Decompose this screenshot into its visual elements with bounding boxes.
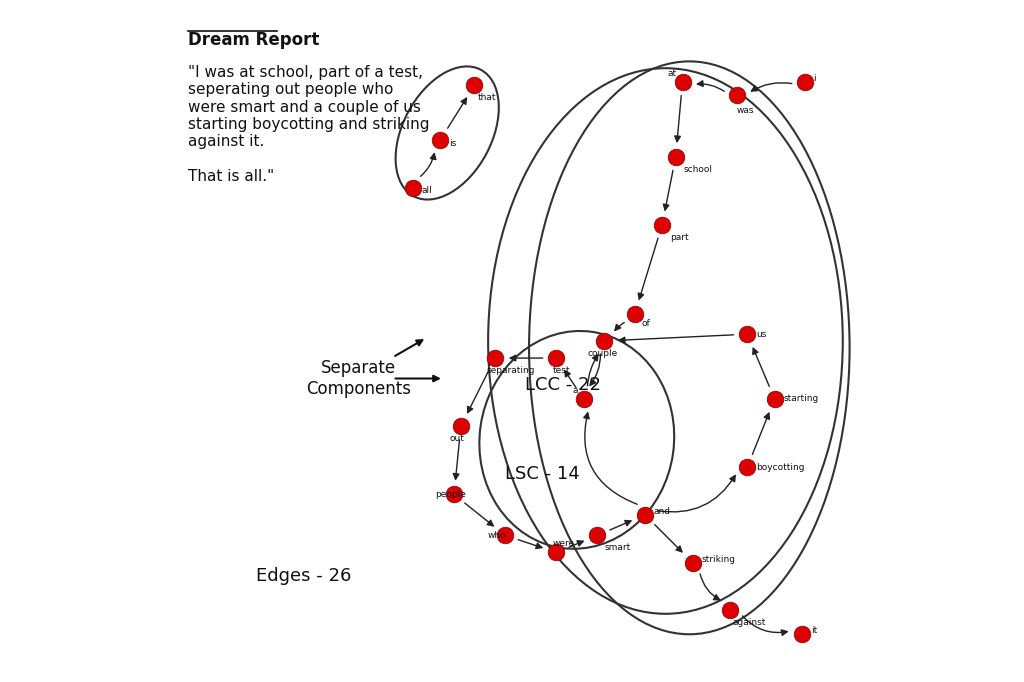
FancyArrowPatch shape bbox=[518, 539, 542, 548]
Text: "I was at school, part of a test,
seperating out people who
were smart and a cou: "I was at school, part of a test, sepera… bbox=[188, 65, 429, 184]
Text: out: out bbox=[450, 434, 465, 443]
Text: starting: starting bbox=[783, 394, 818, 404]
FancyArrowPatch shape bbox=[510, 355, 543, 361]
FancyArrowPatch shape bbox=[588, 355, 598, 386]
Text: that: that bbox=[478, 93, 497, 102]
Text: school: school bbox=[684, 164, 713, 174]
FancyArrowPatch shape bbox=[468, 370, 488, 413]
FancyArrowPatch shape bbox=[752, 83, 792, 91]
Text: LSC - 14: LSC - 14 bbox=[505, 465, 580, 483]
FancyArrowPatch shape bbox=[657, 475, 735, 512]
Text: couple: couple bbox=[587, 349, 617, 358]
Text: smart: smart bbox=[604, 543, 631, 552]
Text: striking: striking bbox=[701, 554, 735, 564]
FancyArrowPatch shape bbox=[638, 238, 658, 299]
Text: who: who bbox=[487, 531, 506, 540]
Text: against: against bbox=[732, 618, 766, 627]
Text: at: at bbox=[668, 69, 677, 78]
FancyArrowPatch shape bbox=[565, 371, 577, 387]
FancyArrowPatch shape bbox=[590, 354, 600, 385]
FancyArrowPatch shape bbox=[620, 335, 733, 343]
Text: all: all bbox=[422, 186, 433, 196]
FancyArrowPatch shape bbox=[584, 413, 637, 504]
FancyArrowPatch shape bbox=[664, 170, 673, 210]
Text: a: a bbox=[572, 385, 579, 395]
FancyArrowPatch shape bbox=[654, 524, 682, 552]
Text: Dream Report: Dream Report bbox=[188, 31, 319, 48]
Text: us: us bbox=[756, 329, 767, 339]
Text: it: it bbox=[811, 626, 817, 636]
Text: was: was bbox=[737, 106, 755, 115]
Text: of: of bbox=[642, 319, 650, 329]
Text: part: part bbox=[671, 233, 689, 242]
FancyArrowPatch shape bbox=[447, 98, 466, 128]
Text: people: people bbox=[435, 490, 466, 499]
Text: were: were bbox=[552, 539, 574, 548]
FancyArrowPatch shape bbox=[465, 503, 494, 526]
Text: and: and bbox=[653, 507, 670, 516]
FancyArrowPatch shape bbox=[700, 574, 720, 600]
Text: test: test bbox=[553, 366, 570, 375]
Text: Separate
Components: Separate Components bbox=[306, 359, 411, 398]
FancyArrowPatch shape bbox=[675, 95, 681, 142]
FancyArrowPatch shape bbox=[454, 440, 460, 479]
FancyArrowPatch shape bbox=[697, 81, 724, 91]
FancyArrowPatch shape bbox=[753, 349, 769, 386]
FancyArrowPatch shape bbox=[742, 616, 787, 636]
FancyArrowPatch shape bbox=[753, 413, 769, 454]
Text: boycotting: boycotting bbox=[756, 462, 805, 472]
Text: separating: separating bbox=[486, 366, 536, 375]
FancyArrowPatch shape bbox=[569, 541, 584, 547]
Text: is: is bbox=[450, 138, 457, 148]
FancyArrowPatch shape bbox=[421, 153, 436, 176]
Text: i: i bbox=[813, 74, 816, 83]
FancyArrowPatch shape bbox=[610, 520, 631, 530]
Text: LCC - 22: LCC - 22 bbox=[525, 376, 601, 394]
FancyArrowPatch shape bbox=[615, 323, 625, 330]
Text: Edges - 26: Edges - 26 bbox=[256, 567, 351, 585]
